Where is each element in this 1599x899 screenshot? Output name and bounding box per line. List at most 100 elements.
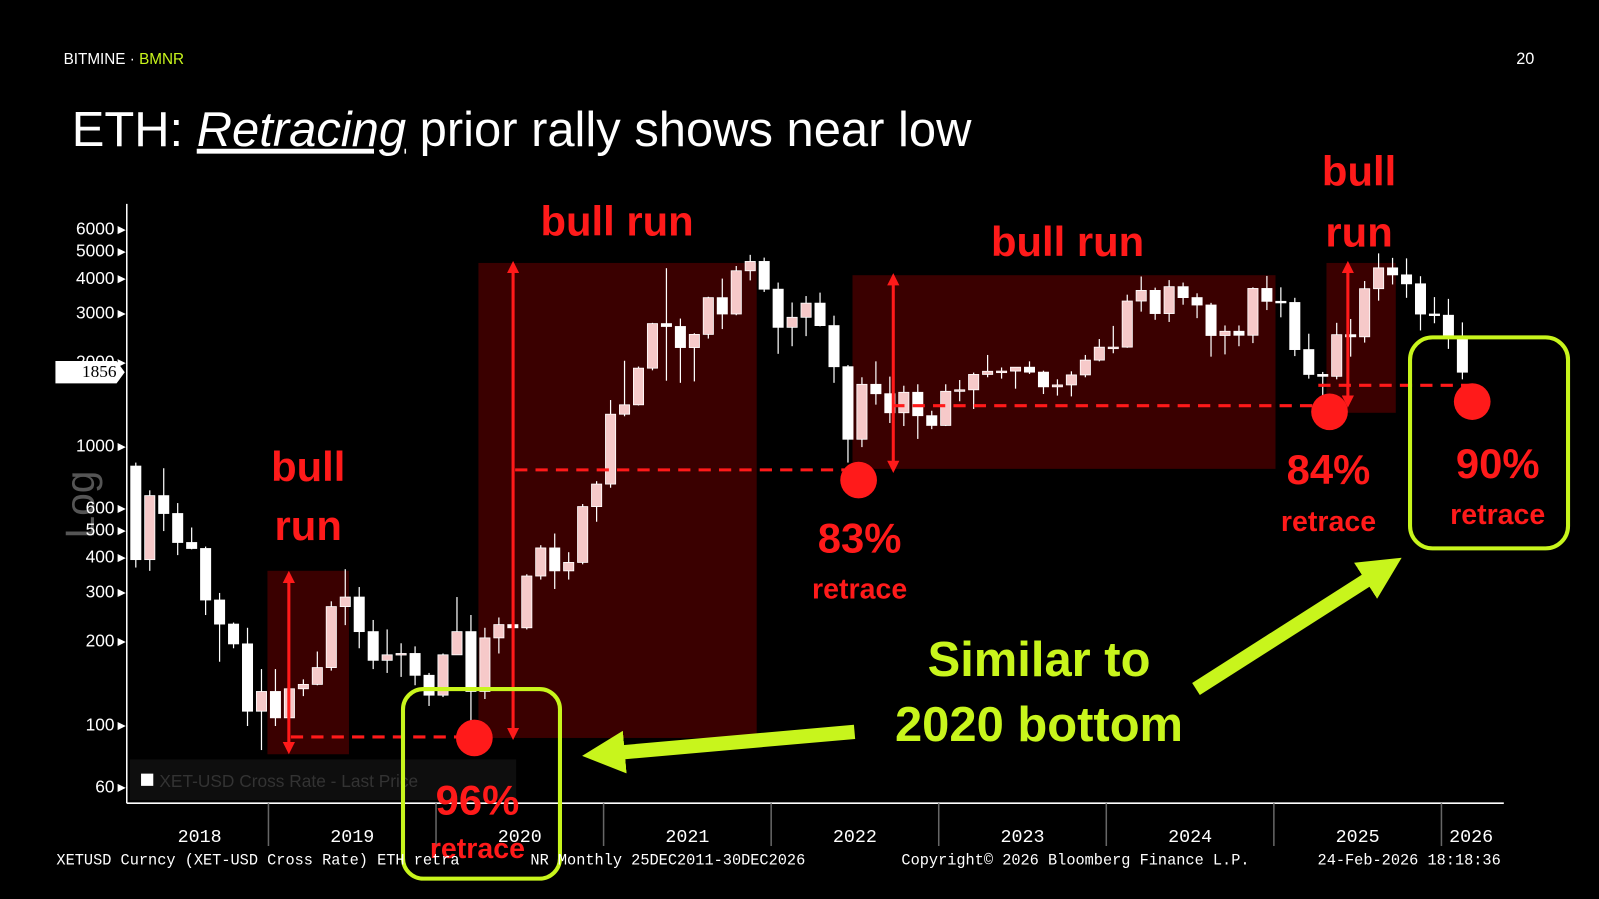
region bbox=[852, 275, 1276, 469]
x-tick-label: 2021 bbox=[665, 827, 709, 848]
candle-body bbox=[1401, 274, 1413, 285]
annotation: bull run bbox=[540, 197, 693, 244]
candle-body bbox=[255, 691, 267, 712]
retrace-word: retrace bbox=[430, 833, 525, 865]
candle-body bbox=[1065, 374, 1077, 386]
bottom-dots bbox=[456, 383, 1491, 757]
x-tick-label: 2020 bbox=[498, 827, 542, 848]
candle-body bbox=[744, 261, 756, 272]
title: ETH: Retracing prior rally shows near lo… bbox=[72, 103, 972, 157]
candle-body bbox=[1247, 288, 1259, 336]
candle-body bbox=[297, 683, 309, 690]
retrace-word: retrace bbox=[1281, 506, 1376, 538]
candle-body bbox=[451, 631, 463, 656]
candle-body bbox=[577, 506, 589, 563]
candle-body bbox=[437, 654, 449, 696]
candle-body bbox=[786, 316, 798, 328]
candle-body bbox=[172, 513, 184, 543]
candle-body bbox=[912, 391, 924, 417]
candle-body bbox=[1275, 300, 1287, 304]
candle-body bbox=[940, 390, 952, 426]
candle-body bbox=[1191, 297, 1203, 306]
candle-body bbox=[828, 325, 840, 368]
x-tick-label: 2018 bbox=[178, 827, 222, 848]
y-tick-label: 1000 bbox=[76, 436, 115, 456]
y-tick-label: 6000 bbox=[76, 219, 115, 239]
candle-body bbox=[1261, 288, 1273, 302]
candle-body bbox=[549, 547, 561, 572]
candle-body bbox=[228, 623, 240, 645]
candle-body bbox=[130, 465, 142, 561]
annotation: bull bbox=[1322, 148, 1396, 195]
candle-body bbox=[730, 270, 742, 315]
y-tick bbox=[117, 275, 126, 284]
candle-body bbox=[353, 596, 365, 633]
candle-body bbox=[521, 575, 533, 629]
candle-body bbox=[1121, 300, 1133, 348]
retrace-word: retrace bbox=[812, 573, 907, 605]
x-tick-label: 2024 bbox=[1168, 827, 1212, 848]
annotation: bull run bbox=[991, 218, 1144, 265]
annotation: run bbox=[1325, 209, 1392, 256]
candle-body bbox=[381, 654, 393, 661]
candle-body bbox=[1359, 288, 1371, 338]
candle-body bbox=[1456, 338, 1468, 373]
y-tick bbox=[117, 526, 126, 536]
candle-body bbox=[242, 643, 254, 712]
legend-swatch bbox=[141, 773, 154, 786]
candle-body bbox=[1135, 290, 1147, 302]
y-tick bbox=[117, 588, 126, 598]
highlight-boxes bbox=[400, 335, 1571, 881]
candle-body bbox=[535, 547, 547, 577]
footer-timestamp: 24-Feb-2026 18:18:36 bbox=[1318, 851, 1501, 869]
candle-body bbox=[1023, 366, 1036, 373]
y-tick bbox=[117, 637, 126, 647]
candle-body bbox=[842, 366, 854, 440]
retrace-pct: 90% bbox=[1456, 440, 1540, 487]
candle-body bbox=[1317, 374, 1329, 377]
y-tick-label: 200 bbox=[86, 631, 115, 651]
annotation: run bbox=[275, 502, 342, 549]
y-tick-label: 4000 bbox=[76, 268, 115, 288]
annotation: bull bbox=[271, 443, 345, 490]
candle-body bbox=[758, 261, 770, 290]
plot: Log6010020030040050060010002000300040005… bbox=[55, 203, 1504, 848]
candle-body bbox=[674, 326, 686, 348]
candle-body bbox=[1233, 330, 1245, 336]
candle-body bbox=[409, 653, 421, 676]
legend-text: XET-USD Cross Rate - Last Price bbox=[159, 771, 418, 791]
candle-body bbox=[800, 302, 812, 318]
candle-body bbox=[269, 691, 281, 719]
y-tick bbox=[117, 359, 126, 368]
candle-body bbox=[772, 288, 784, 328]
candle-body bbox=[1107, 346, 1119, 350]
candle-body bbox=[367, 631, 379, 661]
retrace-pct: 83% bbox=[818, 514, 902, 561]
candle-body bbox=[898, 391, 910, 414]
candle-body bbox=[954, 389, 966, 392]
candle-body bbox=[214, 599, 226, 625]
candle-body bbox=[716, 297, 728, 315]
region bbox=[478, 262, 757, 738]
candle-body bbox=[1219, 330, 1231, 336]
retrace-word: retrace bbox=[1450, 499, 1545, 531]
page-number: 20 bbox=[1516, 50, 1534, 68]
candle-body bbox=[465, 631, 477, 692]
candle-body bbox=[395, 653, 407, 656]
last-price-label: 1856 bbox=[82, 362, 117, 381]
candle-body bbox=[1205, 304, 1217, 336]
dot bbox=[1453, 383, 1491, 420]
retrace-pct: 96% bbox=[436, 776, 520, 823]
box bbox=[1408, 335, 1571, 551]
last-price-tag bbox=[55, 360, 125, 384]
y-tick-label: 500 bbox=[86, 520, 115, 540]
y-axis-label: Log bbox=[57, 471, 103, 539]
candle-body bbox=[619, 404, 631, 415]
x-tick-label: 2026 bbox=[1449, 827, 1493, 848]
y-tick-label: 5000 bbox=[76, 241, 115, 261]
candle-body bbox=[814, 302, 826, 326]
candle-body bbox=[591, 483, 603, 507]
candle-body bbox=[1387, 267, 1399, 276]
candle-body bbox=[1177, 286, 1189, 299]
